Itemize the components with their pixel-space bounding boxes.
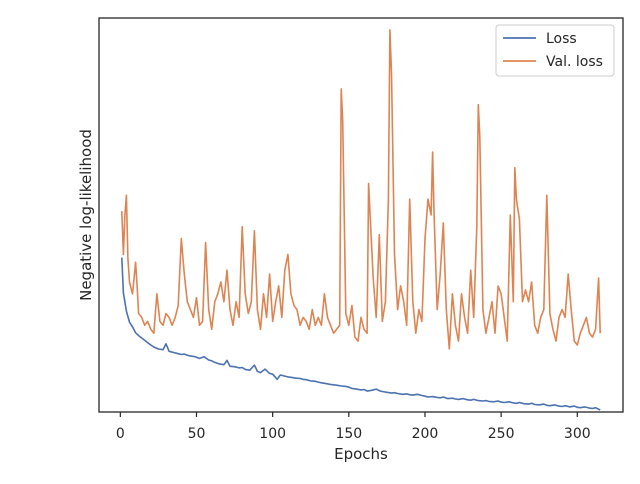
x-tick-label: 300 — [564, 426, 591, 442]
x-tick-label: 50 — [188, 426, 206, 442]
legend-label-loss: Loss — [546, 31, 577, 47]
series-line-val-loss — [121, 29, 601, 350]
y-axis-label: Negative log-likelihood — [77, 129, 95, 301]
series-line-loss — [121, 257, 601, 411]
x-tick-label: 100 — [259, 426, 286, 442]
x-tick-label: 0 — [116, 426, 125, 442]
legend: Loss Val. loss — [495, 24, 615, 77]
axes-frame — [98, 17, 624, 413]
x-axis-label: Epochs — [334, 445, 388, 463]
plot-area — [121, 29, 601, 411]
legend-label-val-loss: Val. loss — [546, 54, 603, 70]
x-axis-ticks: 0 50 100 150 200 250 300 — [116, 412, 591, 442]
x-tick-label: 200 — [412, 426, 439, 442]
x-tick-label: 250 — [488, 426, 515, 442]
x-tick-label: 150 — [335, 426, 362, 442]
